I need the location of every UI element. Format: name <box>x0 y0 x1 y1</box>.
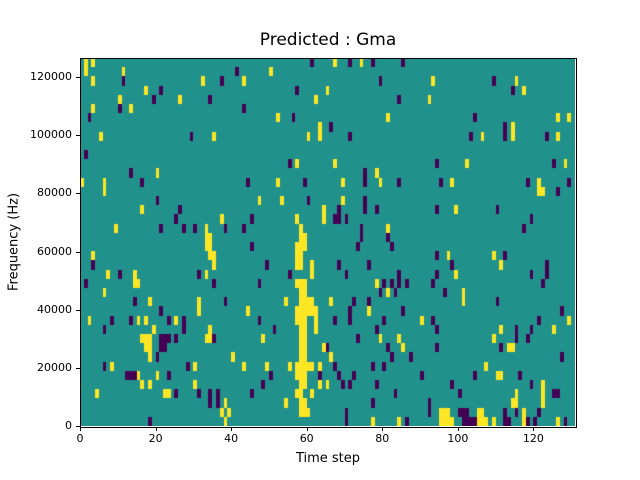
y-tick-label: 20000 <box>37 360 72 374</box>
y-tick-label: 100000 <box>30 128 72 142</box>
y-tick-label: 80000 <box>37 186 72 200</box>
x-tick-mark <box>231 427 233 431</box>
y-tick-mark <box>76 367 80 369</box>
y-tick-label: 0 <box>65 419 72 432</box>
plot-title: Predicted : Gma <box>259 30 397 50</box>
y-tick-mark <box>76 135 80 137</box>
x-tick-label: 40 <box>224 432 239 445</box>
x-tick-label: 120 <box>522 432 544 445</box>
heatmap-image <box>80 58 575 426</box>
x-tick-label: 80 <box>375 432 390 445</box>
x-tick-label: 0 <box>76 432 84 445</box>
x-axis-label: Time step <box>295 451 361 466</box>
y-tick-mark <box>76 309 80 311</box>
x-tick-mark <box>80 427 81 431</box>
y-tick-label: 40000 <box>37 302 72 316</box>
y-tick-mark <box>76 251 80 253</box>
y-tick-label: 120000 <box>30 69 72 83</box>
x-tick-label: 20 <box>148 432 163 445</box>
x-tick-mark <box>382 427 384 431</box>
x-tick-label: 60 <box>299 432 314 445</box>
x-tick-label: 100 <box>447 432 469 445</box>
x-tick-mark <box>533 427 535 431</box>
y-axis-label: Frequency (Hz) <box>6 192 22 292</box>
x-tick-mark <box>457 427 459 431</box>
y-tick-mark <box>76 193 80 195</box>
y-tick-label: 60000 <box>37 244 72 258</box>
x-tick-mark <box>306 427 308 431</box>
x-tick-mark <box>155 427 157 431</box>
y-tick-mark <box>76 76 80 78</box>
y-tick-mark <box>76 426 80 427</box>
